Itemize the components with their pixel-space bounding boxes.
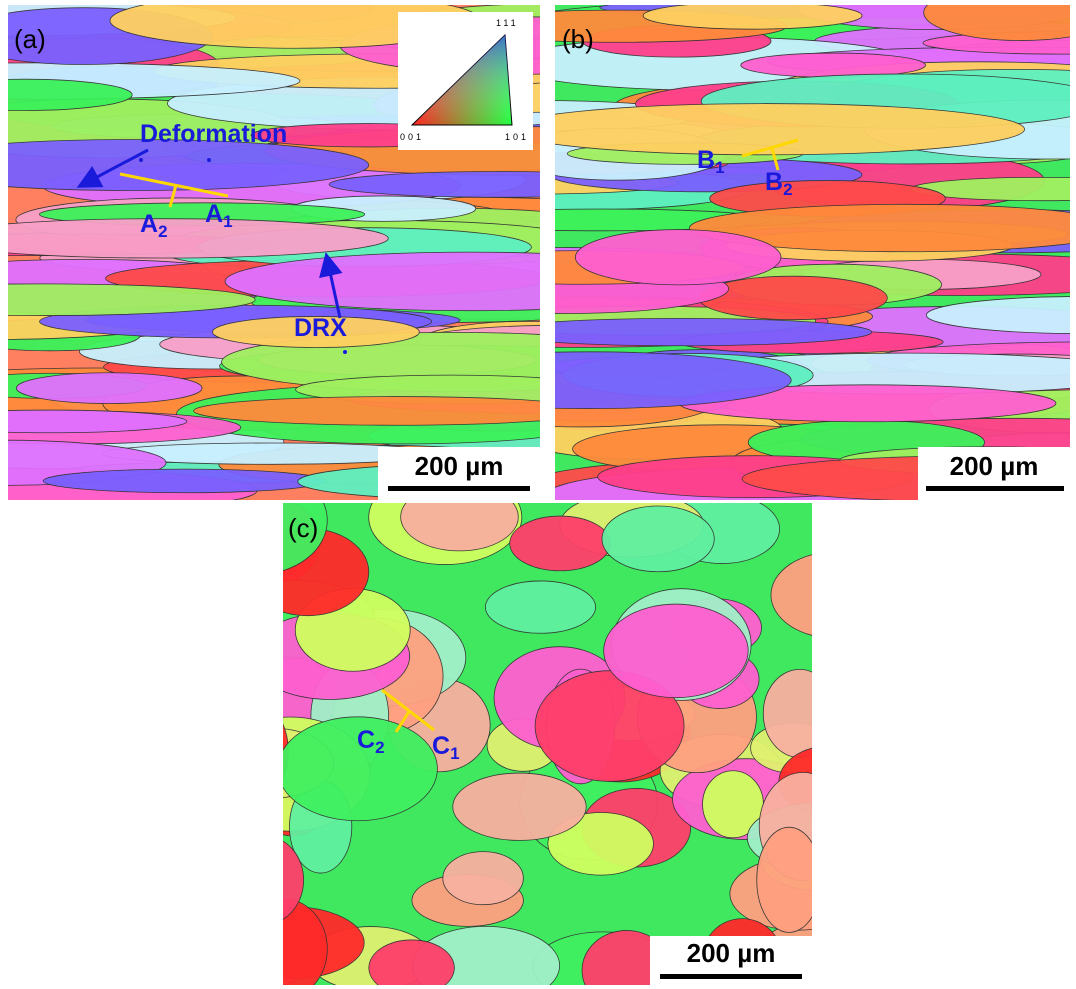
subscript: 2 [375,738,384,757]
grain [757,827,822,932]
legend-top: 111 [496,18,519,28]
marker-dot [343,350,347,354]
grain [490,318,871,345]
scale-bar [660,974,802,979]
grain [643,2,862,29]
marker-dot [139,158,143,162]
panel-label: (c) [288,513,318,543]
grain [602,506,714,572]
annotation: Deformation [140,120,287,148]
grain [699,276,888,319]
scale-bar-label: 200 µm [415,451,504,481]
letter: C [357,726,375,754]
grain [227,836,304,924]
subscript: 2 [158,222,167,241]
scale-bar [926,486,1064,491]
figure: (a) 111 001 101 Deformation A2 A1 DRX 20… [0,0,1076,989]
subscript: 1 [715,158,724,177]
grain [575,230,781,285]
grain [604,604,749,698]
panel-label: (b) [562,24,594,54]
grain [194,397,596,426]
letter: B [765,168,783,196]
legend-right: 101 [505,132,529,142]
grain [741,53,926,77]
grain [485,581,595,633]
letter: C [432,732,450,760]
subscript: 1 [450,744,459,763]
grain [510,516,611,571]
map-c [168,466,913,989]
subscript: 2 [783,180,792,199]
grain [453,773,586,840]
letter: A [140,210,158,238]
scale-bar [388,486,530,491]
legend-left: 001 [400,132,424,142]
letter: B [697,146,715,174]
subscript: 1 [223,212,232,231]
grain [443,852,524,905]
scale-bar-label: 200 µm [687,938,776,968]
grain [763,669,836,757]
panel-label: (a) [14,24,46,54]
annotation: DRX [294,314,347,342]
grain [16,373,202,404]
grain [771,552,900,639]
scale-bar-label: 200 µm [950,451,1039,481]
grain [202,696,288,808]
grain [506,104,1025,155]
grain [43,469,325,493]
marker-dot [207,158,211,162]
letter: A [205,200,223,228]
